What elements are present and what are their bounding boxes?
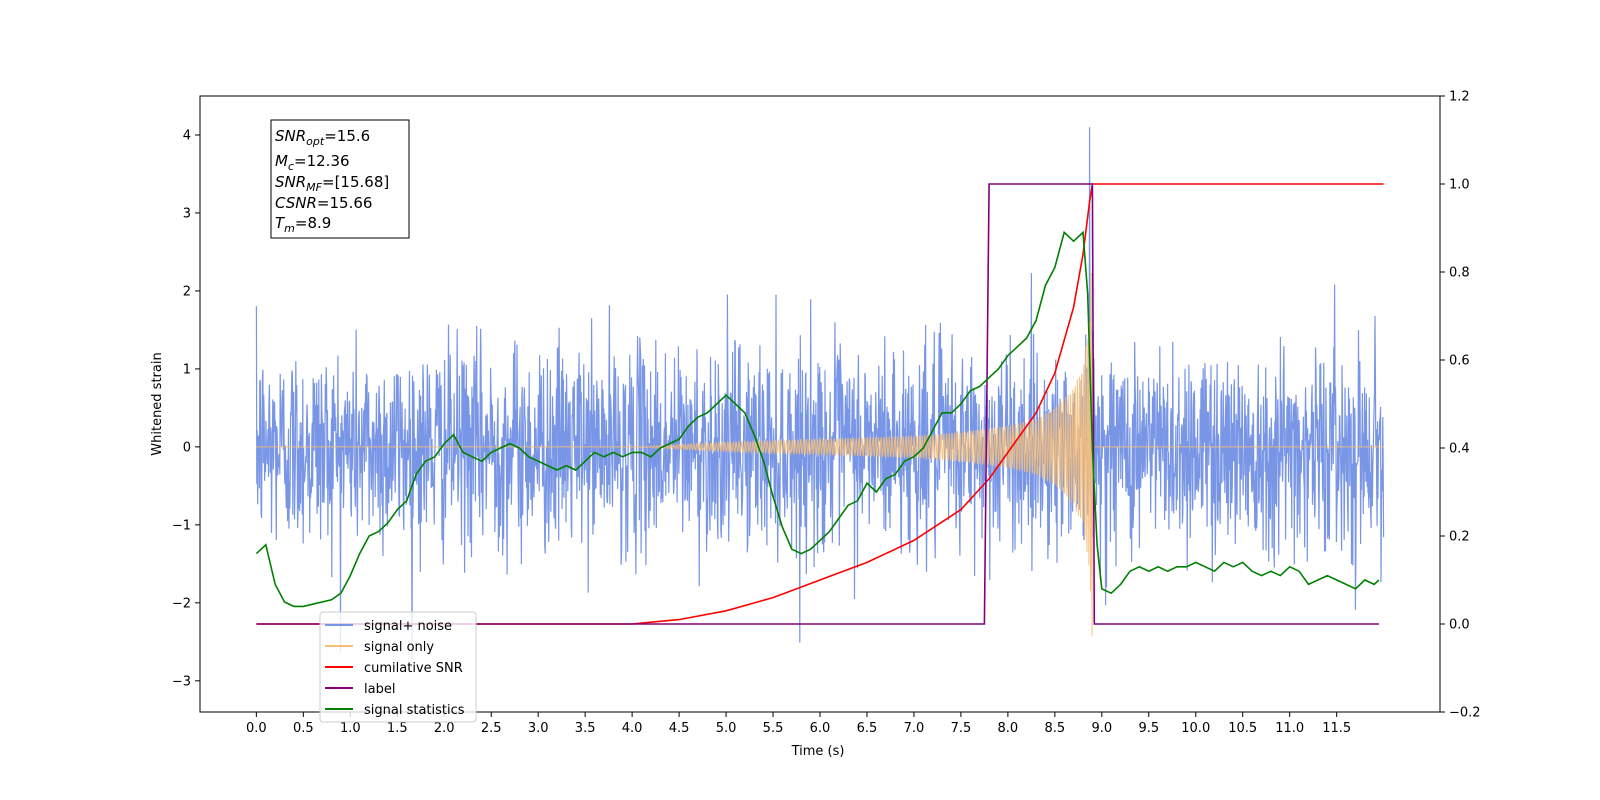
y-right-tick-label: 0.0 [1449, 618, 1470, 633]
y-axis-right: 1.2 1.0 0.8 0.6 0.4 0.2 0.0 −0.2 [1440, 90, 1481, 721]
info-box: SNRopt=15.6 Mc=12.36 SNRMF=[15.68] CSNR=… [270, 119, 410, 239]
series-signal-noise [255, 127, 1385, 660]
x-tick-label: 2.5 [481, 721, 502, 736]
x-tick-label: 9.0 [1091, 721, 1112, 736]
x-tick-label: 7.0 [904, 721, 925, 736]
x-tick-label: 7.5 [951, 721, 972, 736]
x-tick-label: 5.0 [716, 721, 737, 736]
y-tick-label: 0 [183, 440, 191, 455]
y-right-tick-label: 1.2 [1449, 90, 1470, 105]
legend-label-cumulative-snr: cumilative SNR [364, 661, 463, 676]
series-signal-only [256, 272, 1384, 637]
x-tick-label: 3.0 [528, 721, 549, 736]
info-snr-mf: SNRMF=[15.68] [275, 173, 389, 194]
x-tick-label: 2.0 [434, 721, 455, 736]
series-signal-statistics [255, 230, 1380, 608]
legend-label-signal-noise: signal+ noise [364, 619, 452, 634]
x-tick-label: 1.0 [340, 721, 361, 736]
y-tick-label: −3 [172, 674, 191, 689]
legend-label-signal-statistics: signal statistics [364, 703, 465, 718]
plot-area [255, 127, 1385, 660]
x-tick-label: 9.5 [1138, 721, 1159, 736]
x-tick-label: 4.0 [622, 721, 643, 736]
x-tick-label: 5.5 [763, 721, 784, 736]
x-axis: 0.0 0.5 1.0 1.5 2.0 2.5 3.0 3.5 4.0 4.5 5.0 5.5 6.0 6… [246, 712, 1351, 736]
x-tick-label: 11.5 [1322, 721, 1351, 736]
x-tick-label: 0.5 [293, 721, 314, 736]
legend-label-label: label [364, 682, 395, 697]
y-tick-label: 1 [183, 362, 191, 377]
info-snr-opt: SNRopt=15.6 [275, 127, 370, 148]
y-tick-label: 2 [183, 284, 191, 299]
x-tick-label: 8.5 [1045, 721, 1066, 736]
x-tick-label: 6.0 [810, 721, 831, 736]
x-tick-label: 3.5 [575, 721, 596, 736]
y-axis-left: 4 3 2 1 0 −1 −2 −3 [172, 128, 200, 689]
info-csnr: CSNR=15.66 [275, 194, 372, 212]
info-box-frame [270, 119, 410, 239]
y-right-tick-label: 0.4 [1449, 442, 1470, 457]
y-axis-label: Whitened strain [150, 352, 165, 455]
x-axis-label: Time (s) [791, 744, 845, 759]
x-tick-label: 11.0 [1275, 721, 1304, 736]
x-tick-label: 10.0 [1181, 721, 1210, 736]
legend: signal+ noise signal only cumilative SNR… [319, 611, 477, 723]
y-tick-label: −1 [172, 518, 191, 533]
x-tick-label: 0.0 [246, 721, 267, 736]
x-tick-label: 6.5 [857, 721, 878, 736]
y-right-tick-label: 0.6 [1449, 354, 1470, 369]
legend-label-signal-only: signal only [364, 640, 434, 655]
x-tick-label: 10.5 [1228, 721, 1257, 736]
y-tick-label: −2 [172, 596, 191, 611]
y-tick-label: 3 [183, 206, 191, 221]
y-right-tick-label: −0.2 [1449, 706, 1481, 721]
info-mc: Mc=12.36 [275, 152, 350, 173]
x-tick-label: 4.5 [669, 721, 690, 736]
x-tick-label: 8.0 [998, 721, 1019, 736]
y-right-tick-label: 1.0 [1449, 178, 1470, 193]
y-right-tick-label: 0.2 [1449, 530, 1470, 545]
info-tm: Tm=8.9 [275, 214, 331, 235]
y-tick-label: 4 [183, 128, 191, 143]
legend-frame [319, 611, 477, 723]
y-right-tick-label: 0.8 [1449, 266, 1470, 281]
series-label [256, 183, 1379, 625]
x-tick-label: 1.5 [387, 721, 408, 736]
